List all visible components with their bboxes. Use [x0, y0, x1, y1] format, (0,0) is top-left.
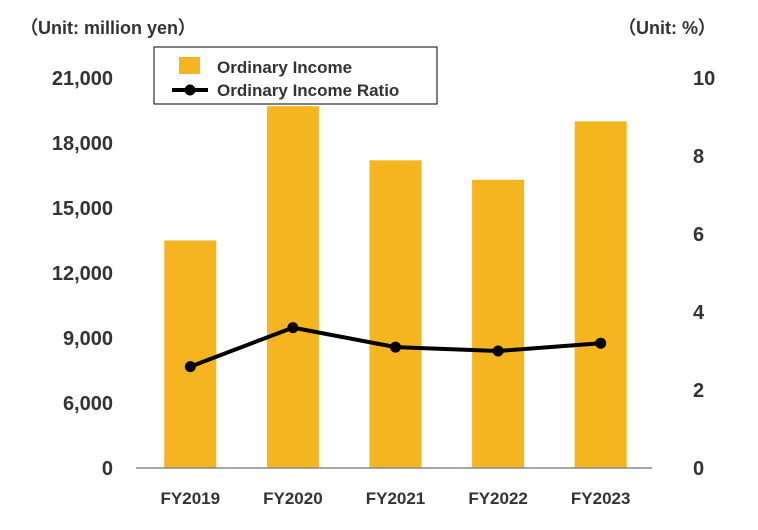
right-tick-label: 2	[693, 380, 704, 402]
ratio-point-fy2019	[184, 361, 196, 373]
x-tick-label: FY2022	[468, 489, 528, 508]
bar-fy2019	[164, 240, 217, 468]
x-axis-ticks: FY2019 FY2020 FY2021 FY2022 FY2023	[161, 489, 631, 508]
legend-bar-swatch	[179, 57, 200, 74]
x-tick-label: FY2023	[571, 489, 631, 508]
legend-line-marker	[184, 84, 196, 96]
left-tick-label: 15,000	[52, 198, 113, 220]
bar-series	[164, 106, 627, 469]
left-tick-label: 21,000	[52, 68, 113, 90]
legend-box	[153, 46, 438, 105]
right-axis-unit-label: （Unit: %）	[618, 18, 716, 38]
bar-fy2023	[574, 121, 627, 468]
ratio-point-fy2022	[492, 345, 504, 357]
bar-fy2022	[472, 179, 525, 469]
left-tick-label: 9,000	[63, 328, 113, 350]
line-series	[184, 322, 607, 373]
legend-label-ordinary-income: Ordinary Income	[217, 58, 352, 77]
x-tick-label: FY2021	[366, 489, 426, 508]
left-tick-label: 0	[102, 458, 113, 480]
left-tick-label: 6,000	[63, 393, 113, 415]
right-tick-label: 8	[693, 146, 704, 168]
right-axis-ticks: 0 2 4 6 8 10	[693, 68, 715, 480]
ratio-point-fy2020	[287, 322, 299, 334]
right-tick-label: 10	[693, 68, 715, 90]
x-tick-label: FY2019	[161, 489, 221, 508]
legend-label-ordinary-income-ratio: Ordinary Income Ratio	[217, 81, 399, 100]
left-axis-unit-label: （Unit: million yen）	[20, 18, 196, 38]
ratio-point-fy2023	[595, 337, 607, 349]
left-axis-ticks: 0 6,000 9,000 12,000 15,000 18,000 21,000	[52, 68, 113, 480]
bar-fy2020	[266, 106, 319, 469]
left-tick-label: 12,000	[52, 263, 113, 285]
legend: Ordinary Income Ordinary Income Ratio	[153, 46, 438, 105]
right-tick-label: 6	[693, 224, 704, 246]
left-tick-label: 18,000	[52, 133, 113, 155]
x-tick-label: FY2020	[263, 489, 323, 508]
ratio-point-fy2021	[390, 341, 401, 353]
right-tick-label: 0	[693, 458, 704, 480]
right-tick-label: 4	[693, 302, 705, 324]
bar-fy2021	[369, 160, 422, 469]
